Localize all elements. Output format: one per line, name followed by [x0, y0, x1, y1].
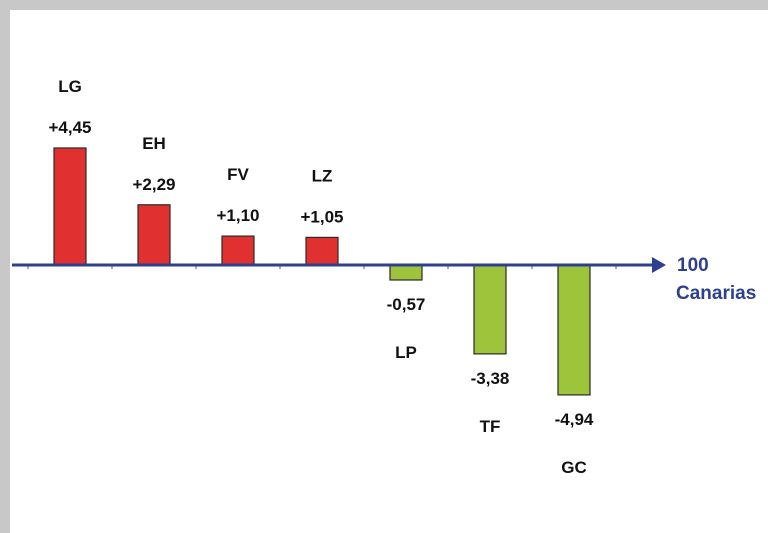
category-label: TF — [480, 417, 501, 436]
axis-label-value: 100 — [677, 255, 709, 276]
category-label: EH — [142, 134, 166, 153]
value-label: -4,94 — [555, 410, 594, 429]
bar-lz — [305, 236, 339, 266]
category-label: LZ — [312, 166, 333, 185]
value-label: +1,05 — [300, 207, 343, 226]
category-label: GC — [561, 458, 587, 477]
value-label: +1,10 — [216, 206, 259, 225]
value-label: +2,29 — [132, 175, 175, 194]
bars — [53, 147, 591, 396]
bar-gc — [557, 264, 591, 396]
category-label: FV — [227, 165, 249, 184]
value-label: -0,57 — [387, 295, 426, 314]
axis-label-name: Canarias — [676, 283, 756, 304]
bar-lp — [389, 264, 423, 281]
axis-arrow-icon — [652, 257, 666, 273]
labels: +4,45 LG +2,29 EH +1,10 FV +1,05 LZ -0,57 LP -3,38… — [48, 77, 593, 477]
value-label: +4,45 — [48, 118, 91, 137]
value-label: -3,38 — [471, 369, 510, 388]
bar-eh — [137, 204, 171, 266]
category-label: LP — [395, 343, 417, 362]
bar-lg — [53, 147, 87, 266]
bar-fv — [221, 235, 255, 266]
category-label: LG — [58, 77, 82, 96]
bar-tf — [473, 264, 507, 355]
